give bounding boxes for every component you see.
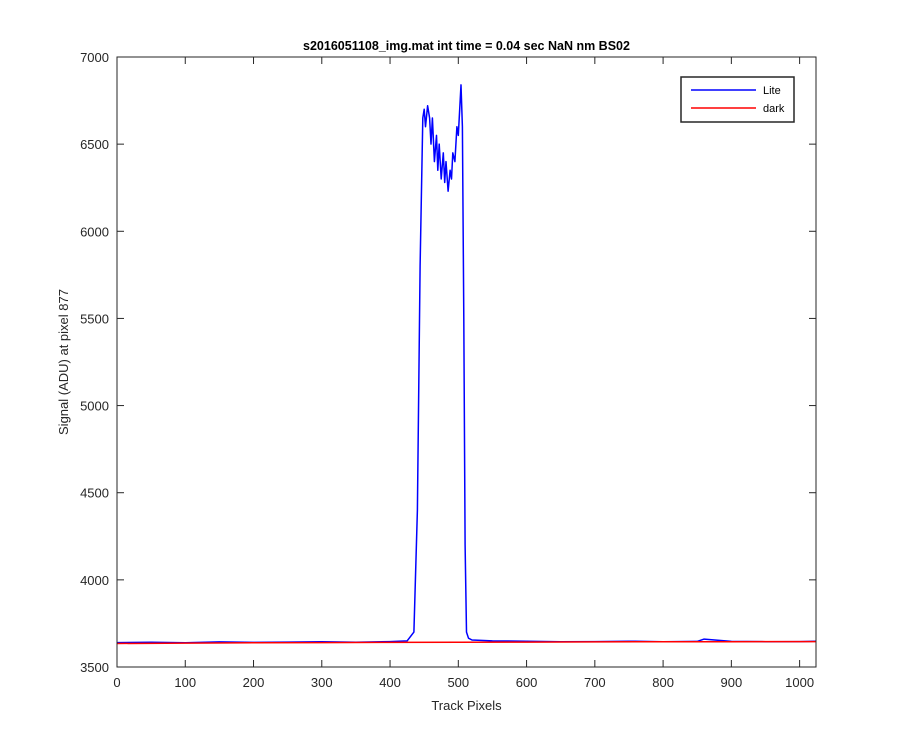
x-tick-label: 0 xyxy=(113,675,120,690)
x-tick-label: 400 xyxy=(379,675,401,690)
y-tick-label: 4500 xyxy=(80,486,109,501)
x-tick-label: 300 xyxy=(311,675,333,690)
plot-area xyxy=(117,57,816,667)
legend-box xyxy=(680,76,795,123)
x-tick-label: 500 xyxy=(447,675,469,690)
legend-label-lite: Lite xyxy=(763,85,781,97)
y-tick-label: 6500 xyxy=(80,137,109,152)
x-tick-label: 700 xyxy=(584,675,606,690)
y-tick-label: 4000 xyxy=(80,573,109,588)
y-tick-label: 7000 xyxy=(80,50,109,65)
series-lines xyxy=(116,84,817,645)
x-tick-label: 100 xyxy=(174,675,196,690)
x-tick-label: 1000 xyxy=(785,675,814,690)
x-tick-label: 600 xyxy=(516,675,538,690)
legend-label-dark: dark xyxy=(763,103,785,115)
y-tick-label: 5500 xyxy=(80,311,109,326)
y-tick-label: 3500 xyxy=(80,660,109,675)
y-tick-label: 6000 xyxy=(80,224,109,239)
axes-box xyxy=(116,56,817,668)
chart-title: s2016051108_img.mat int time = 0.04 sec … xyxy=(303,39,630,53)
x-axis-label: Track Pixels xyxy=(431,698,502,713)
tick-labels: 0 100 200 300 400 500 600 700 800 900 1000 3500 4000… xyxy=(80,50,814,690)
legend: Lite dark xyxy=(680,76,795,123)
ticks xyxy=(116,56,816,668)
series-line-dark xyxy=(116,640,816,645)
y-tick-label: 5000 xyxy=(80,399,109,414)
x-tick-label: 800 xyxy=(652,675,674,690)
x-tick-label: 900 xyxy=(721,675,743,690)
y-axis-label: Signal (ADU) at pixel 877 xyxy=(56,289,71,435)
x-tick-label: 200 xyxy=(243,675,265,690)
